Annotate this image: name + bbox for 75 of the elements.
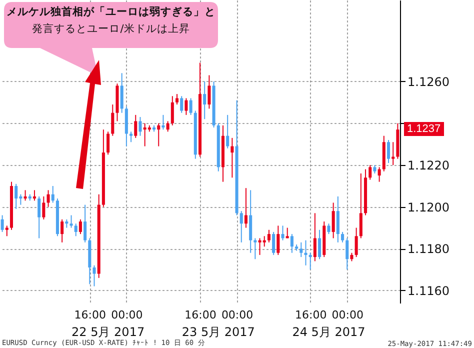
candlestick: [386, 140, 390, 164]
candlestick: [60, 218, 64, 243]
text: 1.1237: [404, 122, 444, 136]
candlestick: [184, 98, 188, 116]
y-tick-label: 1.1160: [408, 284, 450, 298]
candlestick: [157, 122, 160, 147]
candlestick: [170, 96, 174, 126]
candlestick: [46, 190, 50, 208]
candlestick: [5, 225, 8, 237]
annotation: 発言するとユーロ/米ドルは上昇: [31, 22, 191, 37]
candlestick: [313, 212, 316, 262]
candlestick: [392, 142, 395, 166]
candlestick: [203, 80, 206, 120]
candlestick: [14, 183, 18, 210]
candlestick: [267, 229, 270, 243]
candlestick: [0, 214, 4, 232]
y-tick-label: 1.1220: [408, 158, 450, 173]
candlestick: [378, 166, 381, 182]
candlestick: [42, 196, 46, 220]
candlestick: [308, 252, 312, 270]
candlestick: [130, 131, 133, 143]
candlestick: [32, 190, 36, 202]
candlestick: [341, 231, 344, 243]
candlestick: [24, 190, 27, 202]
candlestick: [240, 210, 243, 243]
candlestick: [276, 225, 280, 256]
candlestick: [281, 225, 284, 241]
x-tick-label: 00:00: [221, 308, 254, 322]
candlestick: [244, 188, 248, 228]
candlestick: [51, 185, 54, 204]
x-tick-label: 00:00: [111, 308, 143, 322]
text: 24 5月 2017: [292, 325, 366, 339]
candlestick: [166, 120, 170, 132]
candlestick: [346, 238, 349, 270]
x-tick-label: 16:00: [184, 308, 216, 322]
candlestick: [120, 72, 124, 114]
candlestick: [78, 218, 82, 235]
candlestick: [189, 98, 192, 116]
candlestick: [92, 264, 96, 287]
candlestick: [226, 114, 230, 149]
x-tick-label: 16:00: [74, 308, 106, 322]
x-tick-label: 16:00: [294, 308, 327, 322]
candlestick: [354, 227, 358, 258]
candlestick: [74, 223, 78, 237]
text: 23 5月 2017: [182, 325, 255, 339]
candlestick: [254, 238, 257, 260]
candlestick: [138, 116, 142, 136]
candlestick: [332, 202, 335, 239]
candlestick: [262, 236, 266, 248]
candlestick: [230, 137, 234, 178]
candlestick: [84, 204, 87, 243]
y-tick-label: 1.1180: [408, 242, 450, 256]
candlestick: [162, 114, 165, 130]
candlestick: [134, 114, 138, 138]
candlestick: [70, 214, 73, 228]
candlestick: [106, 131, 110, 156]
candlestick: [304, 240, 308, 266]
candlestick: [290, 234, 294, 254]
annotation: メルケル独首相が「ユーロは弱すぎる」と: [6, 5, 216, 20]
candlestick: [300, 242, 303, 258]
y-tick-label: 1.1200: [408, 200, 450, 214]
y-tick-label: 1.1260: [408, 74, 450, 89]
candlestick: [175, 94, 179, 105]
candlestick: [180, 96, 184, 114]
text: 22 5月 2017: [72, 325, 145, 339]
candlestick: [359, 172, 362, 239]
x-tick-label: 00:00: [332, 308, 364, 322]
candlestick: [208, 74, 211, 110]
candlestick: [318, 229, 322, 260]
candlestick: [336, 196, 340, 243]
candlestick: [38, 196, 41, 239]
candlestick: [327, 223, 330, 235]
candlestick: [111, 104, 114, 136]
candlestick: [368, 164, 372, 180]
candlestick: [272, 231, 276, 256]
